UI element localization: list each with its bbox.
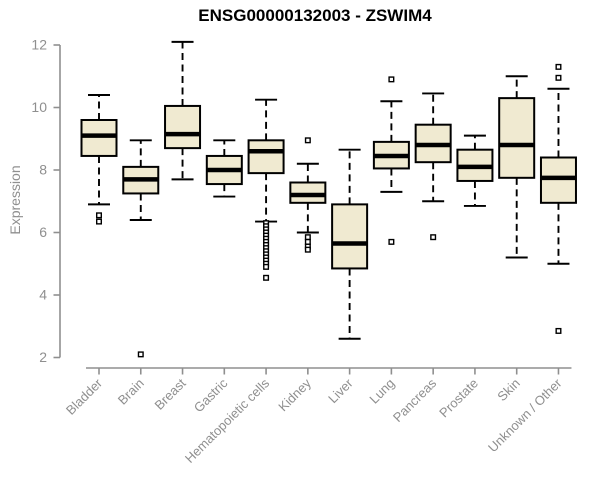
x-tick-label: Prostate: [436, 376, 481, 421]
y-tick-label: 2: [39, 349, 47, 365]
y-axis: 2 4 6 8 10 12: [31, 37, 61, 365]
iqr-box: [164, 104, 202, 150]
iqr-box: [247, 139, 285, 175]
box-liver: [331, 148, 369, 340]
iqr-box: [80, 119, 118, 157]
box-hematopoietic-cells: [247, 98, 285, 281]
iqr-box: [289, 181, 327, 204]
y-tick-label: 4: [39, 287, 47, 303]
outlier-point: [304, 238, 311, 245]
outlier-point: [555, 63, 562, 70]
outlier-point: [555, 327, 562, 334]
box-bladder: [80, 94, 118, 225]
x-tick-label: Breast: [151, 375, 188, 412]
y-tick-label: 8: [39, 162, 47, 178]
box-pancreas: [414, 92, 452, 241]
y-tick-label: 6: [39, 224, 47, 240]
outlier-point: [263, 274, 270, 281]
iqr-box: [331, 203, 369, 270]
outlier-point: [304, 246, 311, 253]
outlier-point: [388, 238, 395, 245]
outlier-point: [304, 234, 311, 241]
box-kidney: [289, 137, 327, 253]
box-breast: [164, 40, 202, 181]
x-tick-label: Kidney: [275, 375, 314, 414]
chart-title: ENSG00000132003 - ZSWIM4: [198, 6, 432, 25]
y-axis-title: Expression: [7, 165, 23, 235]
box-prostate: [456, 134, 494, 207]
box-brain: [122, 139, 160, 358]
x-tick-label: Brain: [115, 376, 147, 408]
outlier-point: [388, 76, 395, 83]
x-tick-label: Bladder: [63, 375, 106, 418]
y-tick-label: 12: [31, 37, 47, 53]
box-lung: [372, 76, 410, 245]
box-unknown-other: [539, 63, 577, 334]
outlier-point: [430, 234, 437, 241]
outlier-point: [95, 212, 102, 219]
box-gastric: [205, 139, 243, 198]
outlier-point: [137, 351, 144, 358]
x-tick-label: Gastric: [191, 375, 231, 415]
x-tick-label: Liver: [325, 375, 356, 406]
iqr-box: [498, 97, 536, 179]
x-tick-label: Skin: [494, 376, 522, 404]
outlier-point: [555, 74, 562, 81]
y-tick-label: 10: [31, 99, 47, 115]
outlier-point: [263, 263, 270, 270]
box-skin: [498, 75, 536, 259]
outlier-point: [304, 137, 311, 144]
x-tick-label: Pancreas: [390, 375, 440, 425]
x-tick-label: Lung: [366, 376, 397, 407]
x-tick-label: Unknown / Other: [485, 375, 565, 455]
outlier-point: [95, 218, 102, 225]
iqr-box: [539, 156, 577, 204]
